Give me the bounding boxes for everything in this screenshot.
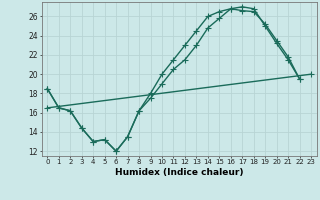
X-axis label: Humidex (Indice chaleur): Humidex (Indice chaleur) — [115, 168, 244, 177]
